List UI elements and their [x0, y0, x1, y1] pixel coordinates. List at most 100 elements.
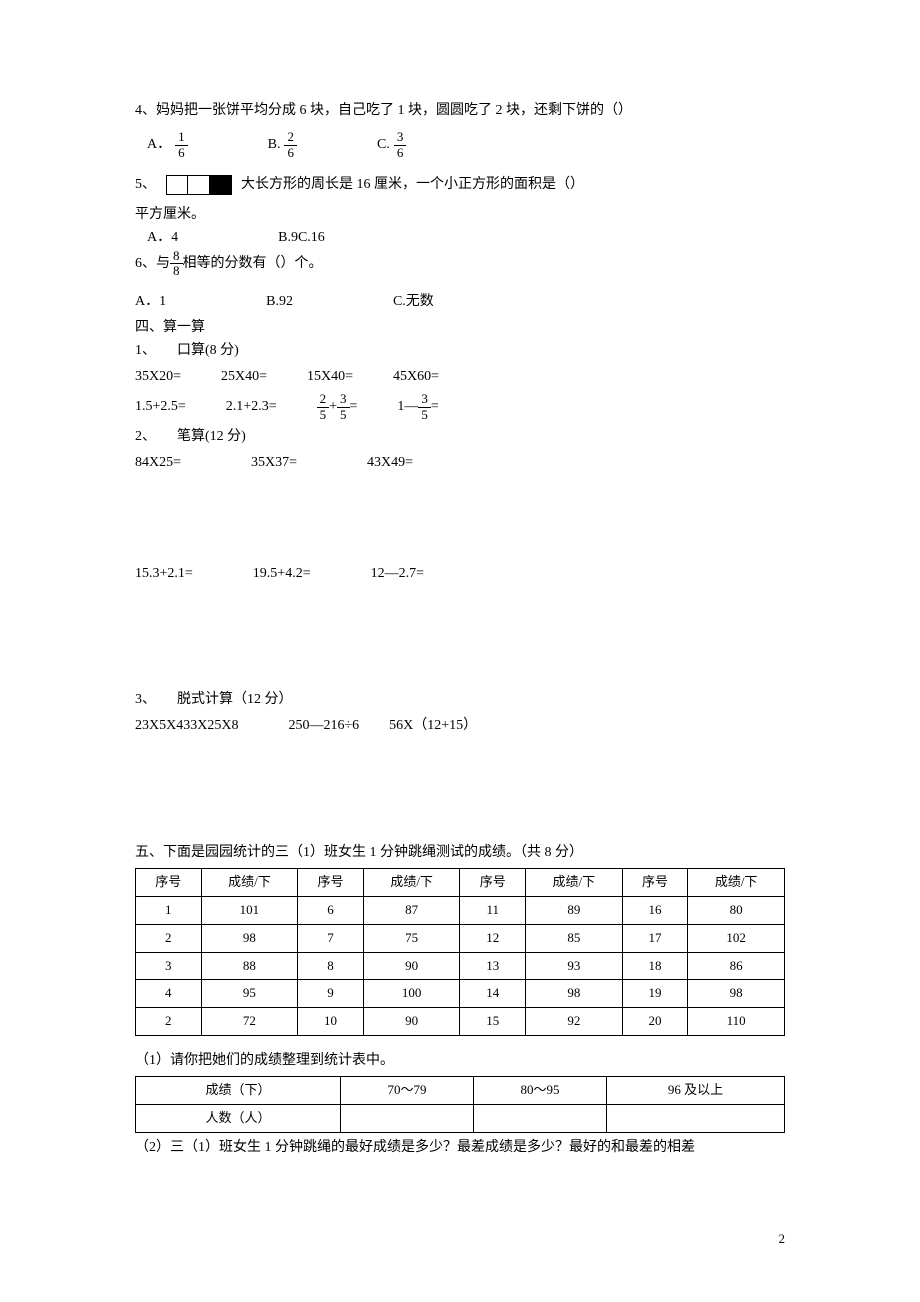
calc-item-frac: 1— 3 5 = — [397, 392, 438, 422]
sec4-sub3: 3、 脱式计算（12 分） — [135, 689, 785, 711]
table-header-cell: 序号 — [622, 869, 688, 897]
table-header-cell: 序号 — [298, 869, 364, 897]
table-cell: 17 — [622, 924, 688, 952]
calc-item: 1.5+2.5= — [135, 392, 186, 422]
fraction-icon: 3 5 — [418, 392, 431, 422]
table-cell: 14 — [460, 980, 526, 1008]
q5-unit: 平方厘米。 — [135, 204, 785, 226]
calc-item: 15.3+2.1= — [135, 563, 193, 585]
q6-options: A．1 B.92 C.无数 — [135, 291, 785, 313]
table-cell: 80 — [688, 897, 785, 925]
table-cell: 72 — [201, 1008, 298, 1036]
table-cell — [473, 1105, 606, 1133]
table-cell: 93 — [526, 952, 623, 980]
table-row: 110168711891680 — [136, 897, 785, 925]
calc-item: 33X25X8 — [183, 715, 238, 737]
fraction-icon: 8 8 — [170, 249, 183, 279]
question-4: 4、妈妈把一张饼平均分成 6 块，自己吃了 1 块，圆圆吃了 2 块，还剩下饼的… — [135, 100, 785, 122]
table-cell: 6 — [298, 897, 364, 925]
table-cell: 20 — [622, 1008, 688, 1036]
table-cell: 13 — [460, 952, 526, 980]
table-cell: 98 — [526, 980, 623, 1008]
table-header-cell: 序号 — [136, 869, 202, 897]
question-5: 5、 大长方形的周长是 16 厘米，一个小正方形的面积是（） — [135, 174, 785, 196]
section-4-title: 四、算一算 — [135, 317, 785, 339]
table-cell: 100 — [363, 980, 460, 1008]
fraction-icon: 2 6 — [284, 130, 297, 160]
table-header-cell: 成绩/下 — [201, 869, 298, 897]
q4-option-b: B. 2 6 — [268, 130, 297, 160]
table-cell: 9 — [298, 980, 364, 1008]
table-cell: 110 — [688, 1008, 785, 1036]
table-header-cell: 成绩/下 — [688, 869, 785, 897]
q6-option-b: B.92 — [266, 291, 293, 313]
page-number: 2 — [135, 1229, 785, 1250]
sec4-sub1: 1、 口算(8 分) — [135, 340, 785, 362]
rectangle-icon — [166, 175, 232, 195]
table-row: 298775128517102 — [136, 924, 785, 952]
calc-item: 23X5X4 — [135, 715, 183, 737]
table-cell: 15 — [460, 1008, 526, 1036]
calc-row-5: 23X5X4 33X25X8 250—216÷6 56X（12+15） — [135, 715, 785, 737]
table-cell: 92 — [526, 1008, 623, 1036]
q4-option-c: C. 3 6 — [377, 130, 406, 160]
table-cell: 101 — [201, 897, 298, 925]
table-cell: 18 — [622, 952, 688, 980]
table-header-cell: 80～95 — [473, 1077, 606, 1105]
table-header-cell: 成绩/下 — [526, 869, 623, 897]
table-cell: 2 — [136, 1008, 202, 1036]
calc-item: 45X60= — [393, 366, 439, 388]
sec4-sub2: 2、 笔算(12 分) — [135, 426, 785, 448]
fraction-icon: 2 5 — [317, 392, 330, 422]
calc-row-3: 84X25= 35X37= 43X49= — [135, 452, 785, 474]
table-cell: 4 — [136, 980, 202, 1008]
fraction-icon: 3 6 — [394, 130, 407, 160]
table-cell: 7 — [298, 924, 364, 952]
table-cell: 88 — [201, 952, 298, 980]
table-cell — [606, 1105, 784, 1133]
q5-option-a: A．4 — [147, 227, 178, 249]
table-cell: 95 — [201, 980, 298, 1008]
fraction-icon: 1 6 — [175, 130, 188, 160]
q4-option-a: A． 1 6 — [147, 130, 188, 160]
q5-option-bc: B.9C.16 — [278, 227, 325, 249]
table-cell: 3 — [136, 952, 202, 980]
scores-table: 序号成绩/下序号成绩/下序号成绩/下序号成绩/下 110168711891680… — [135, 868, 785, 1036]
table-cell: 19 — [622, 980, 688, 1008]
table-header-cell: 序号 — [460, 869, 526, 897]
section-5-title: 五、下面是园园统计的三（1）班女生 1 分钟跳绳测试的成绩。（共 8 分） — [135, 842, 785, 864]
q6-option-c: C.无数 — [393, 291, 434, 313]
table-header-cell: 成绩（下） — [136, 1077, 341, 1105]
q5-options: A．4 B.9C.16 — [147, 227, 785, 249]
table-row: 2721090159220110 — [136, 1008, 785, 1036]
table-cell: 89 — [526, 897, 623, 925]
calc-item: 25X40= — [221, 366, 267, 388]
table-cell: 90 — [363, 952, 460, 980]
table-header-cell: 96 及以上 — [606, 1077, 784, 1105]
fraction-icon: 3 5 — [337, 392, 350, 422]
table-header-row: 成绩（下）70～7980～9596 及以上 — [136, 1077, 785, 1105]
calc-item: 84X25= — [135, 452, 181, 474]
calc-item: 56X（12+15） — [389, 715, 477, 737]
calc-item: 12—2.7= — [371, 563, 424, 585]
table-cell: 8 — [298, 952, 364, 980]
table-row: 38889013931886 — [136, 952, 785, 980]
table-header-cell: 70～79 — [341, 1077, 474, 1105]
table-cell: 2 — [136, 924, 202, 952]
calc-item: 35X37= — [251, 452, 297, 474]
calc-row-4: 15.3+2.1= 19.5+4.2= 12—2.7= — [135, 563, 785, 585]
table-cell: 102 — [688, 924, 785, 952]
table-cell: 人数（人） — [136, 1105, 341, 1133]
table-header-cell: 成绩/下 — [363, 869, 460, 897]
calc-row-2: 1.5+2.5= 2.1+2.3= 2 5 + 3 5 = 1— 3 5 = — [135, 392, 785, 422]
table-cell: 75 — [363, 924, 460, 952]
calc-item: 250—216÷6 — [288, 715, 359, 737]
question-6: 6、与 8 8 相等的分数有（）个。 — [135, 249, 323, 279]
q4-options: A． 1 6 B. 2 6 C. 3 6 — [147, 130, 785, 160]
calc-row-1: 35X20= 25X40= 15X40= 45X60= — [135, 366, 785, 388]
q4-text: 4、妈妈把一张饼平均分成 6 块，自己吃了 1 块，圆圆吃了 2 块，还剩下饼的… — [135, 103, 632, 118]
table-cell: 90 — [363, 1008, 460, 1036]
calc-item: 15X40= — [307, 366, 353, 388]
sec5-sub2: （2）三（1）班女生 1 分钟跳绳的最好成绩是多少？最差成绩是多少？最好的和最差… — [135, 1137, 785, 1159]
summary-table: 成绩（下）70～7980～9596 及以上 人数（人） — [135, 1076, 785, 1133]
